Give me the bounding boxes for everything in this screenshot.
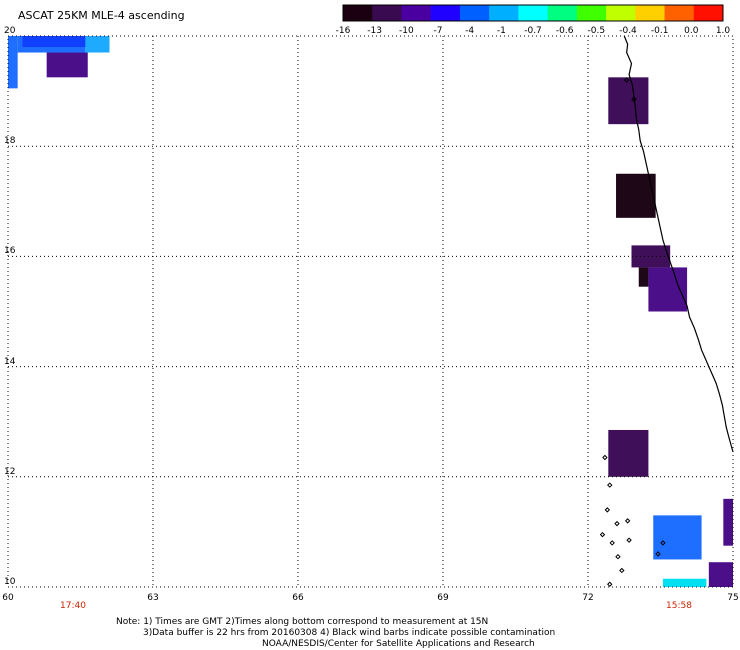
colorbar-segment (372, 5, 402, 21)
island-speck (615, 553, 621, 560)
data-cell (8, 36, 18, 89)
latitude-label: 12 (4, 466, 16, 477)
data-cell (608, 77, 649, 125)
colorbar-segment (664, 5, 695, 21)
island-speck (626, 537, 632, 543)
time-label-right: 15:58 (666, 601, 692, 611)
latitude-label: 10 (4, 577, 16, 587)
longitude-label: 63 (147, 593, 159, 603)
colorbar-segment (430, 5, 461, 21)
data-cell (46, 52, 88, 78)
longitude-label: 66 (292, 593, 304, 603)
island-speck (604, 507, 611, 513)
longitude-label: 75 (727, 593, 739, 603)
data-cell (85, 36, 110, 53)
colorbar-segment (606, 5, 636, 21)
longitude-label: 72 (582, 593, 594, 603)
note-line-3: NOAA/NESDIS/Center for Satellite Applica… (262, 639, 535, 649)
island-speck (619, 567, 625, 574)
island-speck (614, 520, 620, 527)
island-speck (602, 454, 608, 461)
colorbar-label: -0.5 (587, 26, 606, 36)
island-speck (660, 540, 666, 546)
island-speck (655, 551, 661, 557)
data-cell (723, 498, 733, 546)
latitude-label: 16 (4, 246, 16, 257)
colorbar-segment (459, 5, 490, 21)
plot-frame (7, 35, 734, 588)
colorbar-segment (693, 5, 724, 21)
longitude-label: 60 (2, 593, 14, 603)
colorbar-label: -4 (465, 26, 475, 36)
island-speck (607, 581, 613, 587)
note-line-2: 3)Data buffer is 22 hrs from 20160308 4)… (143, 628, 556, 638)
latitude-label: 18 (4, 136, 16, 147)
data-cell (638, 267, 649, 287)
colorbar-segment (576, 5, 607, 21)
colorbar-label: -0.1 (650, 26, 669, 36)
map-plot (7, 35, 734, 588)
island-speck (624, 518, 631, 524)
time-label-left: 17:40 (60, 601, 86, 611)
colorbar-label: 1.0 (715, 26, 731, 36)
note-line-1: Note: 1) Times are GMT 2)Times along bot… (116, 617, 489, 627)
latitude-label: 20 (4, 26, 16, 36)
data-cell (616, 173, 656, 218)
data-cell (653, 515, 702, 560)
colorbar-segment (635, 5, 666, 21)
colorbar-segment (547, 5, 578, 21)
island-speck (599, 531, 606, 538)
colorbar-segment (343, 5, 373, 21)
colorbar-label: -10 (398, 26, 414, 36)
island-speck (607, 482, 613, 488)
data-cell (708, 562, 733, 587)
island-speck (623, 77, 630, 83)
colorbar-label: 0.0 (684, 26, 699, 36)
data-cell (22, 36, 91, 48)
colorbar-segment (518, 5, 549, 21)
data-cell (648, 267, 688, 312)
latitude-label: 14 (4, 356, 16, 367)
island-speck (631, 96, 637, 103)
data-cell (608, 429, 649, 477)
data-cell (631, 245, 671, 268)
colorbar-label: -0.7 (524, 26, 542, 36)
data-cell (662, 578, 707, 587)
colorbar-border (342, 4, 724, 22)
colorbar-label: -7 (433, 26, 443, 36)
colorbar-segment (401, 5, 432, 21)
longitude-label: 69 (437, 593, 449, 603)
colorbar-label: -16 (335, 26, 351, 36)
colorbar (342, 4, 724, 22)
colorbar-segment (489, 5, 519, 21)
colorbar-label: -0.6 (555, 26, 574, 36)
colorbar-label: -0.4 (619, 26, 637, 36)
colorbar-label: -1 (496, 26, 506, 36)
map-title: ASCAT 25KM MLE-4 ascending (18, 9, 185, 22)
island-speck (609, 540, 615, 546)
colorbar-label: -13 (367, 26, 382, 36)
